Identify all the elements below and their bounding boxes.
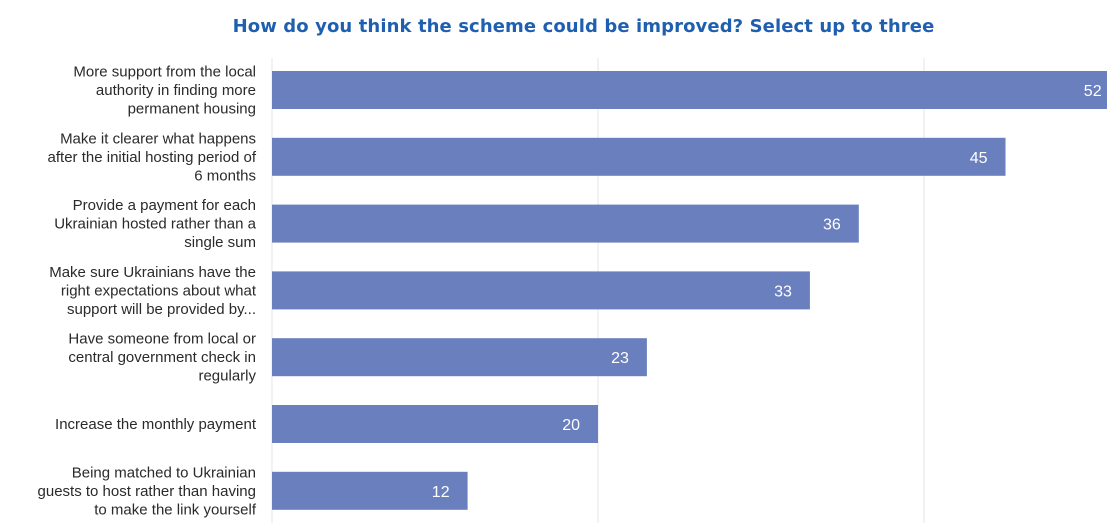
bar-2	[272, 204, 859, 243]
value-label-1: 45	[970, 150, 988, 167]
value-label-6: 12	[432, 484, 450, 501]
category-label-6: Being matched to Ukrainian guests to host…	[38, 464, 257, 518]
category-label-0: More support from the local authority in …	[73, 64, 256, 118]
value-label-3: 33	[774, 283, 792, 300]
value-label-0: 52	[1084, 83, 1102, 100]
bar-5	[272, 405, 598, 443]
bar-layer	[272, 71, 1107, 510]
chart-title: How do you think the scheme could be imp…	[232, 16, 935, 37]
category-label-3: Make sure Ukrainians have the right expec…	[49, 264, 257, 318]
value-label-2: 36	[823, 217, 841, 234]
bar-1	[272, 137, 1006, 176]
value-label-4: 23	[611, 350, 629, 367]
category-label-1: Make it clearer what happens after the in…	[48, 130, 257, 184]
category-label-5: Increase the monthly payment	[55, 416, 257, 433]
bar-4	[272, 338, 647, 377]
label-layer: 52 More support from the local authority i…	[38, 64, 1102, 519]
bar-3	[272, 271, 810, 310]
category-label-4: Have someone from local or central govern…	[68, 331, 256, 385]
value-label-5: 20	[562, 417, 580, 434]
category-label-2: Provide a payment for each Ukrainian host…	[54, 197, 256, 251]
bar-0	[272, 71, 1107, 109]
bar-6	[272, 471, 468, 510]
